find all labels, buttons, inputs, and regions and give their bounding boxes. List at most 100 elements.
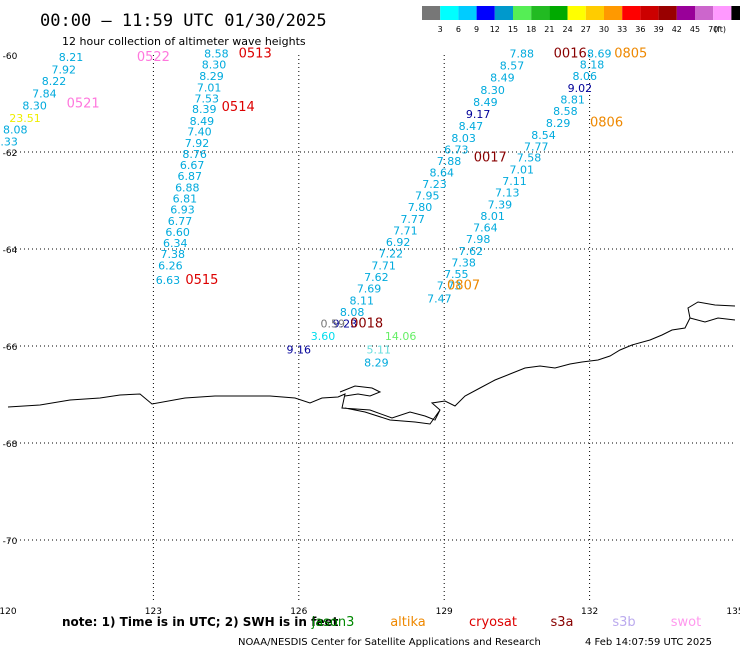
swh-value: 7.38 — [451, 256, 476, 269]
swh-value: 7.39 — [488, 198, 513, 211]
swh-value: 8.54 — [531, 129, 556, 142]
colorbar-label: 42 — [672, 25, 682, 34]
altimeter-tracks: 8.217.928.227.848.3023.518.087.330522052… — [0, 46, 647, 369]
swh-value: 8.29 — [546, 117, 571, 130]
colorbar-swatch — [531, 6, 550, 20]
swh-value: 8.22 — [42, 75, 67, 88]
colorbar-swatch — [585, 6, 604, 20]
colorbar-label: 27 — [581, 25, 591, 34]
longitude-label: 123 — [145, 607, 162, 617]
swh-value: 5.11 — [367, 343, 392, 356]
longitude-label: 135 — [726, 607, 740, 617]
swh-value: 8.29 — [364, 356, 389, 369]
swh-value: 7.98 — [466, 233, 491, 246]
swh-value: 6.81 — [173, 192, 198, 205]
track-time-label: 0807 — [447, 279, 480, 294]
swh-value: 6.93 — [170, 204, 195, 217]
swh-value: 7.71 — [393, 224, 418, 237]
legend-s3a: s3a — [550, 615, 573, 630]
swh-value: 6.34 — [163, 237, 188, 250]
swh-value: 8.30 — [480, 84, 505, 97]
colorbar-label: 39 — [654, 25, 664, 34]
swh-value: 8.06 — [573, 70, 598, 83]
latitude-label: -66 — [3, 343, 18, 353]
swh-value: 6.92 — [386, 236, 411, 249]
swh-value: 8.08 — [340, 306, 365, 319]
swh-value: 7.62 — [364, 271, 389, 284]
swh-value: 7.53 — [194, 93, 219, 106]
colorbar-swatch — [440, 6, 459, 20]
colorbar-swatch — [622, 6, 641, 20]
swh-value: 9.02 — [568, 82, 593, 95]
longitude-label: 132 — [581, 607, 598, 617]
longitude-label: 126 — [290, 607, 307, 617]
colorbar-swatch — [567, 6, 586, 20]
legend-cryosat: cryosat — [469, 615, 517, 630]
satellite-legend: jason3 altika cryosat s3a s3b swot — [311, 615, 702, 630]
swh-value: 0.59 — [320, 318, 345, 331]
colorbar-label: 30 — [599, 25, 609, 34]
swh-value: 8.30 — [202, 59, 227, 72]
track-time-label: 0521 — [67, 96, 100, 111]
track-time-label: 0016 — [554, 46, 587, 61]
swh-value: 8.11 — [350, 294, 375, 307]
colorbar-unit: (ft) — [714, 25, 726, 34]
colorbar-label: 33 — [617, 25, 627, 34]
generation-timestamp: 4 Feb 14:07:59 UTC 2025 — [585, 637, 712, 648]
swh-value: 7.01 — [197, 81, 222, 94]
map-frame — [7, 54, 736, 606]
swh-value: 7.73 — [437, 280, 462, 293]
colorbar-swatch — [713, 6, 732, 20]
latitude-label: -64 — [3, 246, 18, 256]
swh-value: 8.49 — [473, 96, 498, 109]
swh-value: 6.63 — [156, 274, 181, 287]
track-time-label: 0017 — [474, 151, 507, 166]
longitude-label: 120 — [0, 607, 17, 617]
swh-value: 8.49 — [190, 115, 215, 128]
swh-value: 7.88 — [437, 155, 462, 168]
swh-value: 14.06 — [385, 330, 417, 343]
swh-value: 8.64 — [430, 166, 455, 179]
colorbar-label: 21 — [544, 25, 554, 34]
colorbar-swatch — [604, 6, 623, 20]
footnote: note: 1) Time is in UTC; 2) SWH is in fe… — [62, 615, 339, 629]
swh-value: 8.29 — [199, 70, 224, 83]
swh-value: 6.67 — [180, 159, 205, 172]
swh-value: 9.16 — [287, 343, 312, 356]
colorbar-label: 36 — [635, 25, 645, 34]
latitude-label: -62 — [3, 149, 18, 159]
swh-value: 6.26 — [158, 259, 183, 272]
colorbar-swatch — [476, 6, 495, 20]
swh-value: 8.58 — [553, 105, 578, 118]
swh-value: 7.77 — [524, 141, 549, 154]
swh-value: 8.49 — [490, 72, 515, 85]
legend-swot: swot — [671, 615, 701, 630]
map-subtitle: 12 hour collection of altimeter wave hei… — [62, 35, 306, 48]
swh-value: 23.51 — [9, 112, 41, 125]
swh-value: 8.47 — [459, 120, 484, 133]
graticule — [8, 55, 735, 600]
colorbar-swatch — [549, 6, 568, 20]
swh-value: 8.03 — [451, 132, 476, 145]
latitude-labels: -60 -62 -64 -66 -68 -70 — [3, 52, 18, 547]
credit-line: NOAA/NESDIS Center for Satellite Applica… — [238, 637, 541, 648]
swh-value: 7.47 — [427, 292, 452, 305]
swh-value: 8.57 — [500, 60, 525, 73]
colorbar-swatch — [640, 6, 659, 20]
colorbar-swatch — [458, 6, 477, 20]
swh-value: 7.33 — [0, 136, 18, 149]
swh-value: 7.23 — [422, 178, 447, 191]
track-time-label: 0513 — [239, 46, 272, 61]
swh-value: 3.60 — [311, 330, 336, 343]
swh-value: 6.60 — [165, 226, 190, 239]
colorbar-label: 18 — [526, 25, 536, 34]
antarctic-coastline — [7, 301, 736, 425]
colorbar-label: 3 — [438, 25, 443, 34]
swh-value: 7.11 — [502, 175, 527, 188]
swh-value: 8.76 — [182, 148, 207, 161]
swh-value: 8.58 — [204, 47, 229, 60]
swh-value: 7.80 — [408, 201, 433, 214]
swh-value: 7.13 — [495, 187, 520, 200]
swh-value: 6.77 — [168, 215, 193, 228]
